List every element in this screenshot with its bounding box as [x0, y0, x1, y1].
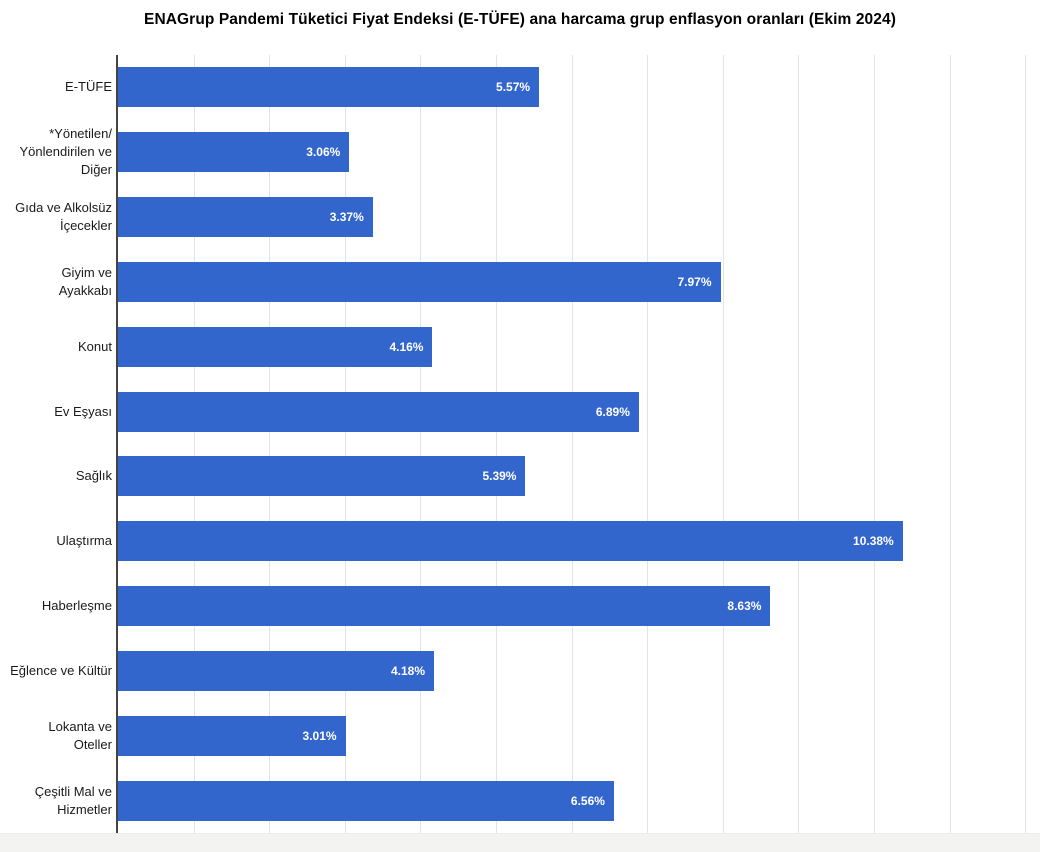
bar-value-label: 5.39% [482, 469, 517, 484]
bar[interactable]: 4.18% [118, 650, 434, 691]
category-label: *Yönetilen/ Yönlendirilen ve Diğer [19, 126, 112, 178]
category-label: Sağlık [75, 468, 112, 484]
bar-value-label: 5.57% [496, 80, 531, 95]
gridline [193, 55, 195, 833]
y-axis-line [116, 55, 118, 833]
bar[interactable]: 4.16% [118, 326, 433, 367]
bar[interactable]: 3.06% [118, 132, 350, 173]
gridline [949, 55, 951, 833]
gridline [496, 55, 497, 833]
bar-value-label: 6.56% [570, 793, 605, 808]
gridline [722, 55, 724, 833]
category-label: Konut [78, 338, 112, 354]
bar[interactable]: 7.97% [118, 261, 721, 302]
gridline [269, 55, 271, 833]
bar-value-label: 3.37% [329, 210, 364, 225]
category-label: Gıda ve Alkolsüz İçecekler [15, 200, 112, 234]
bar[interactable]: 3.01% [118, 715, 346, 756]
gridline [874, 55, 875, 833]
category-label: Lokanta ve Oteller [48, 718, 112, 752]
bar-value-label: 6.89% [595, 404, 630, 419]
bar-value-label: 10.38% [853, 534, 894, 549]
gridline [344, 55, 346, 833]
page-background-strip [0, 833, 1040, 852]
bar-value-label: 4.18% [390, 663, 425, 678]
category-label: Giyim ve Ayakkabı [58, 264, 112, 298]
gridline [1025, 55, 1027, 833]
bar-value-label: 4.16% [389, 339, 424, 354]
gridline [798, 55, 800, 833]
bar[interactable]: 6.56% [118, 780, 614, 821]
category-label: Çeşitli Mal ve Hizmetler [34, 783, 112, 817]
bar-value-label: 7.97% [677, 274, 712, 289]
category-label: Ulaştırma [56, 533, 112, 549]
bar[interactable]: 5.57% [118, 67, 540, 108]
category-label: Haberleşme [41, 598, 112, 614]
bar[interactable]: 8.63% [118, 586, 771, 627]
category-label: Eğlence ve Kültür [10, 662, 112, 678]
category-label: Ev Eşyası [54, 403, 112, 419]
gridline [420, 55, 422, 833]
category-label: E-TÜFE [65, 79, 112, 95]
bar[interactable]: 6.89% [118, 391, 639, 432]
bar[interactable]: 3.37% [118, 197, 373, 238]
gridline [647, 55, 649, 833]
bar[interactable]: 5.39% [118, 456, 526, 497]
bar-value-label: 8.63% [727, 599, 762, 614]
bar-value-label: 3.06% [306, 145, 341, 160]
bar[interactable]: 10.38% [118, 521, 903, 562]
chart-title: ENAGrup Pandemi Tüketici Fiyat Endeksi (… [144, 11, 896, 28]
gridline [571, 55, 573, 833]
bar-value-label: 3.01% [302, 728, 337, 743]
category-axis: E-TÜFE *Yönetilen/ Yönlendirilen ve Diğer… [0, 55, 112, 833]
plot-area: 5.57% 3.06% 3.37% 7.97% 4.16% 6.89% 5.39% 10.38… [116, 55, 1040, 833]
